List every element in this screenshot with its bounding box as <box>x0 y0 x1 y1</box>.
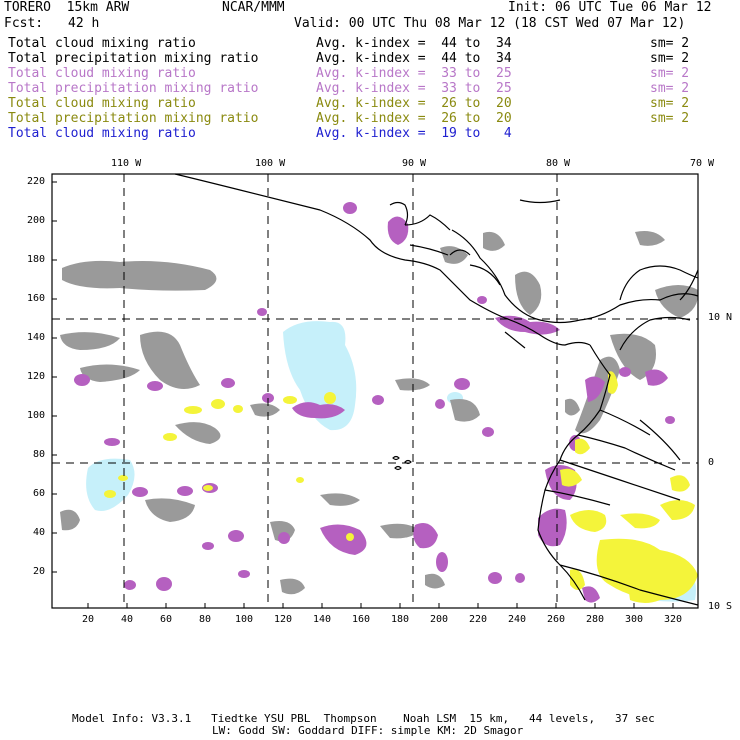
lon-label-110w: 110 W <box>111 158 142 169</box>
y-tick-marks <box>52 181 57 573</box>
legend-kindex-3: Avg. k-index = 33 to 25 <box>316 81 512 96</box>
x-tick-label: 60 <box>160 614 173 625</box>
y-tick-label: 220 <box>27 176 46 187</box>
legend-sm-0: sm= 2 <box>650 36 690 51</box>
x-tick-label: 220 <box>469 614 488 625</box>
legend-sm-5: sm= 2 <box>650 111 690 126</box>
x-tick-label: 260 <box>547 614 566 625</box>
x-tick-label: 320 <box>664 614 683 625</box>
y-tick-label: 160 <box>27 293 46 304</box>
y-tick-label: 20 <box>33 566 46 577</box>
y-tick-label: 200 <box>27 215 46 226</box>
forecast-label: Fcst: <box>4 16 44 31</box>
x-tick-label: 80 <box>199 614 212 625</box>
x-tick-label: 160 <box>352 614 371 625</box>
legend-kindex-2: Avg. k-index = 33 to 25 <box>316 66 512 81</box>
legend-kindex-4: Avg. k-index = 26 to 20 <box>316 96 512 111</box>
lat-label-10s: 10 S <box>708 601 733 612</box>
lon-label-90w: 90 W <box>402 158 427 169</box>
model-name: TORERO 15km ARW <box>4 0 130 15</box>
model-info-line-2: LW: Godd SW: Goddard DIFF: simple KM: 2D… <box>212 724 524 737</box>
center-name: NCAR/MMM <box>222 0 285 15</box>
valid-time: Valid: 00 UTC Thu 08 Mar 12 (18 CST Wed … <box>294 16 686 31</box>
legend-kindex-5: Avg. k-index = 26 to 20 <box>316 111 512 126</box>
x-tick-label: 100 <box>235 614 254 625</box>
lon-label-70w: 70 W <box>690 158 715 169</box>
legend-sm-4: sm= 2 <box>650 96 690 111</box>
y-tick-label: 80 <box>33 449 46 460</box>
x-tick-label: 20 <box>82 614 95 625</box>
x-tick-label: 140 <box>313 614 332 625</box>
legend-field-2: Total cloud mixing ratio <box>8 66 196 81</box>
x-tick-label: 300 <box>625 614 644 625</box>
legend-kindex-6: Avg. k-index = 19 to 4 <box>316 126 512 141</box>
y-tick-label: 120 <box>27 371 46 382</box>
legend-kindex-0: Avg. k-index = 44 to 34 <box>316 36 512 51</box>
x-tick-label: 200 <box>430 614 449 625</box>
x-tick-label: 280 <box>586 614 605 625</box>
model-info-line-1: Model Info: V3.3.1 Tiedtke YSU PBL Thomp… <box>72 712 655 725</box>
x-tick-marks <box>87 603 674 608</box>
init-time: Init: 06 UTC Tue 06 Mar 12 <box>508 0 712 15</box>
legend-kindex-1: Avg. k-index = 44 to 34 <box>316 51 512 66</box>
k-index-26-20-field <box>104 371 698 603</box>
x-tick-label: 240 <box>508 614 527 625</box>
forecast-hours: 42 h <box>68 16 100 31</box>
legend-field-1: Total precipitation mixing ratio <box>8 51 259 66</box>
legend-field-3: Total precipitation mixing ratio <box>8 81 259 96</box>
y-tick-label: 100 <box>27 410 46 421</box>
y-tick-label: 60 <box>33 488 46 499</box>
x-tick-label: 40 <box>121 614 134 625</box>
y-tick-label: 140 <box>27 332 46 343</box>
legend-field-6: Total cloud mixing ratio <box>8 126 196 141</box>
y-tick-label: 40 <box>33 527 46 538</box>
legend-field-0: Total cloud mixing ratio <box>8 36 196 51</box>
lon-label-100w: 100 W <box>255 158 286 169</box>
legend-sm-2: sm= 2 <box>650 66 690 81</box>
x-tick-label: 120 <box>274 614 293 625</box>
legend-sm-3: sm= 2 <box>650 81 690 96</box>
lat-label-0: 0 <box>708 457 715 468</box>
k-index-44-34-field <box>60 231 699 595</box>
lon-label-80w: 80 W <box>546 158 571 169</box>
lat-lon-grid <box>52 174 698 608</box>
map-frame <box>51 173 699 609</box>
coastlines <box>174 173 699 606</box>
legend-sm-1: sm= 2 <box>650 51 690 66</box>
lat-label-10n: 10 N <box>708 312 733 323</box>
legend-field-5: Total precipitation mixing ratio <box>8 111 259 126</box>
y-tick-label: 180 <box>27 254 46 265</box>
x-tick-label: 180 <box>391 614 410 625</box>
legend-field-4: Total cloud mixing ratio <box>8 96 196 111</box>
